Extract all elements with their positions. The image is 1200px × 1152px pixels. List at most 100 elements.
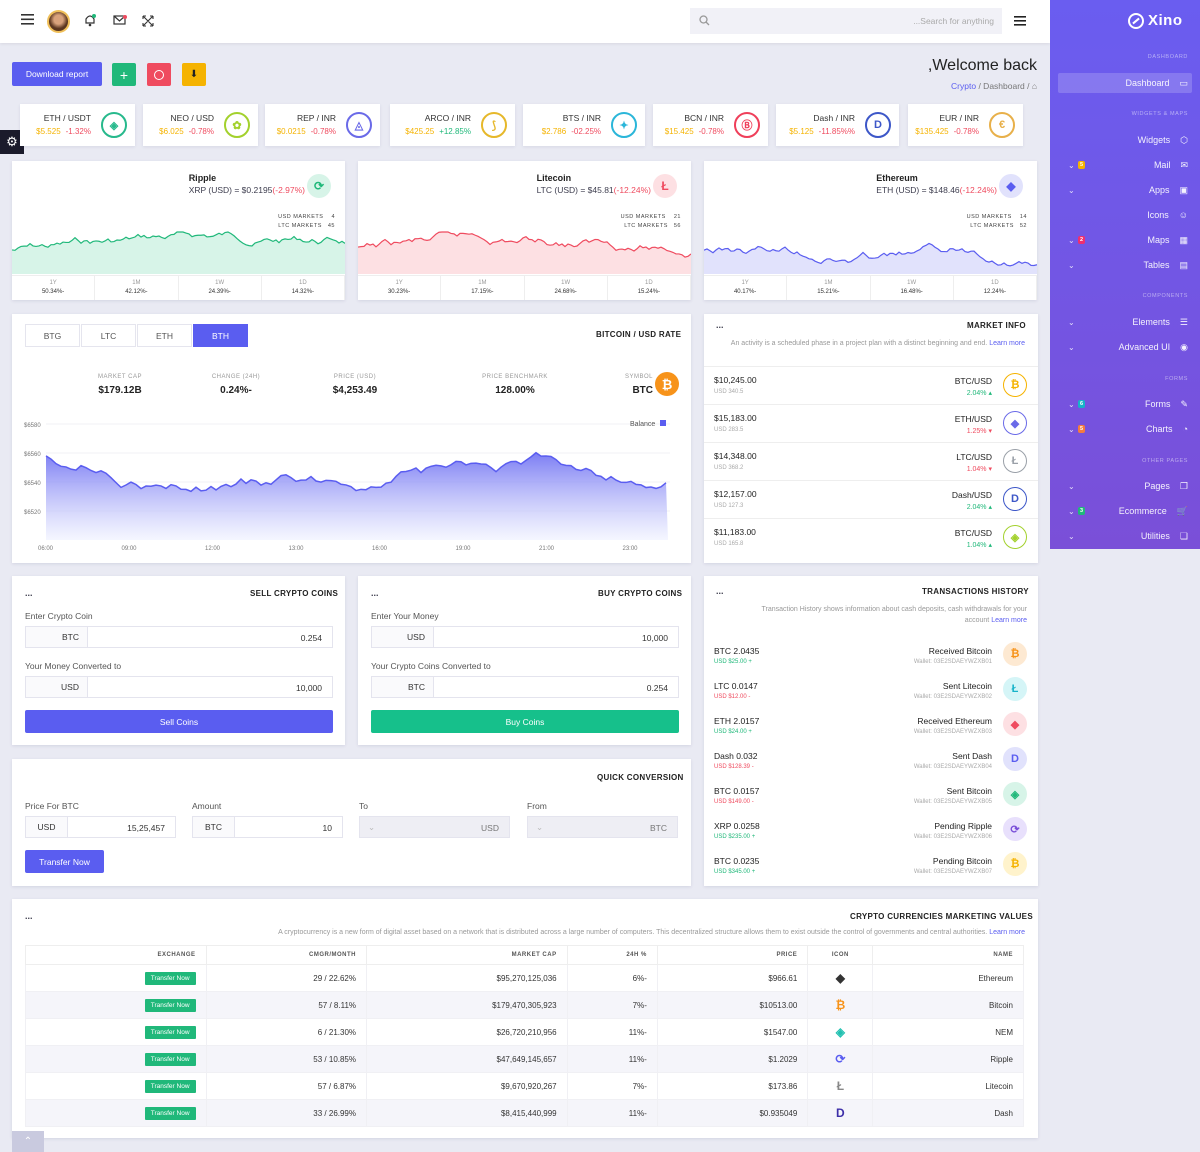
fullscreen-icon[interactable] [142,15,154,27]
ticker-card[interactable]: Dash / INR $5.125 -11.85%% D [776,104,899,146]
tab-eth[interactable]: ETH [137,324,192,347]
sell-menu[interactable]: ... [25,588,33,598]
market-row[interactable]: $11,183.00 USD 165.8 BTC/USD 1.04% ▴ ◈ [704,518,1038,556]
sidebar-item-advanced-ui[interactable]: ⌄ Advanced UI ◉ [1058,337,1192,357]
tab-bth[interactable]: BTH [193,324,248,347]
sidebar-item-tables[interactable]: ⌄ Tables ▤ [1058,255,1192,275]
transaction-row[interactable]: XRP 0.0258 USD $235.00 + Pending Ripple Wal… [704,815,1038,850]
buy-currency-select[interactable]: USD [372,627,434,647]
period-stat: 1Y 40.17%- [704,276,788,300]
transaction-row[interactable]: BTC 0.0157 USD $149.00 - Sent Bitcoin Walle… [704,780,1038,815]
to-select[interactable]: ⌄ USD [359,816,510,838]
avatar[interactable] [47,10,70,33]
sell-coins-button[interactable]: Sell Coins [25,710,333,733]
x-tick-label: 23:00 [623,546,639,552]
from-select[interactable]: ⌄ BTC [527,816,678,838]
bell-icon[interactable] [84,13,96,27]
transfer-now-button[interactable]: Transfer Now [144,1025,196,1039]
transaction-row[interactable]: ETH 2.0157 USD $24.00 + Received Ethereum W… [704,710,1038,745]
ticker-card[interactable]: NEO / USD $6.025 -0.78% ✿ [143,104,258,146]
transaction-row[interactable]: LTC 0.0147 USD $12.00 - Sent Litecoin Walle… [704,675,1038,710]
sidebar-item-elements[interactable]: ⌄ Elements ☰ [1058,312,1192,332]
ticker-values: $0.0215 -0.78% [277,127,336,136]
ticker-card[interactable]: ETH / USDT $5.525 -1.32% ◈ [20,104,135,146]
buy-converted-input[interactable]: BTC 0.254 [371,676,679,698]
sell-converted-input[interactable]: USD 10,000 [25,676,333,698]
ticker-card[interactable]: BCN / INR $15.425 -0.78% Ⓑ [653,104,768,146]
sidebar-item-pages[interactable]: ⌄ Pages ❐ [1058,476,1192,496]
sidebar-item-apps[interactable]: ⌄ Apps ▣ [1058,180,1192,200]
column-header: NAME [872,945,1024,965]
sell-coin-label: Enter Crypto Coin [25,611,93,621]
sidebar-item-icons[interactable]: Icons ☺ [1058,205,1192,225]
home-icon[interactable]: ⌂ [1031,81,1037,91]
sidebar-item-utilities[interactable]: ⌄ Utilities ❏ [1058,526,1192,546]
ticker-change: +12.85% [439,127,471,136]
learn-more-link[interactable]: Learn more [989,929,1025,936]
tab-btg[interactable]: BTG [25,324,80,347]
buy-money-input[interactable]: USD 10,000 [371,626,679,648]
usd-markets-value: 4 [331,214,335,220]
amount-input[interactable]: BTC 10 [192,816,343,838]
learn-more-link[interactable]: Learn more [989,340,1025,347]
sidebar-item-ecommerce[interactable]: ⌄ 3 Ecommerce 🛒 [1058,501,1192,521]
buy-menu[interactable]: ... [371,588,379,598]
transfer-now-button[interactable]: Transfer Now [144,971,196,985]
sidebar-item-widgets[interactable]: Widgets ⬡ [1058,130,1192,150]
market-cap-cell: $179,470,305,923 [366,991,568,1019]
download-button[interactable]: ⬇ [182,63,206,86]
market-row[interactable]: $10,245.00 USD 340.5 BTC/USD 2.04% ▴ ₿ [704,366,1038,404]
ticker-card[interactable]: EUR / INR $135.425 -0.78% € [908,104,1023,146]
change-cell: 6%- [566,964,658,992]
menu-icon[interactable] [21,14,34,25]
market-row[interactable]: $14,348.00 USD 368.2 LTC/USD 1.04% ▾ Ł [704,442,1038,480]
sidebar-item-forms[interactable]: ⌄ 6 Forms ✎ [1058,394,1192,414]
transaction-row[interactable]: BTC 0.0235 USD $345.00 + Pending Bitcoin Wa… [704,850,1038,885]
market-info-title: MARKET INFO [967,321,1026,330]
price-currency-select[interactable]: USD [26,817,68,837]
sidebar-item-charts[interactable]: ⌄ 5 Charts ◔ [1058,419,1192,439]
sidebar-item-label: Tables [1143,260,1170,270]
timer-button[interactable] [147,63,171,86]
market-pair: LTC/USD [956,452,992,462]
values-menu[interactable]: ... [25,911,33,921]
scroll-top-button[interactable]: ⌃ [12,1131,44,1152]
ticker-card[interactable]: BTS / INR $2.786 -02.25% ✦ [523,104,645,146]
ticker-card[interactable]: REP / INR $0.0215 -0.78% ◬ [265,104,380,146]
transactions-menu[interactable]: ... [716,586,724,596]
sidebar-item-dashboard[interactable]: Dashboard ▭ [1058,73,1192,93]
transfer-now-button[interactable]: Transfer Now [144,998,196,1012]
transfer-now-button[interactable]: Transfer Now [25,850,104,873]
menu-right-icon[interactable] [1014,16,1026,26]
sell-coin-select[interactable]: BTC [26,627,88,647]
bitcoin-rate-title: BITCOIN / USD RATE [596,330,682,339]
market-row[interactable]: $12,157.00 USD 127.3 Dash/USD 2.04% ▴ D [704,480,1038,518]
buy-coins-button[interactable]: Buy Coins [371,710,679,733]
transaction-row[interactable]: Dash 0.032 USD $128.39 - Sent Dash Wallet: … [704,745,1038,780]
download-report-button[interactable]: Download report [12,62,102,86]
tab-ltc[interactable]: LTC [81,324,136,347]
transfer-now-button[interactable]: Transfer Now [144,1106,196,1120]
brand-logo[interactable]: Xino [1128,12,1183,29]
sidebar-item-mail[interactable]: ⌄ 5 Mail ✉ [1058,155,1192,175]
market-row[interactable]: $15,183.00 USD 283.5 ETH/USD 1.25% ▾ ◆ [704,404,1038,442]
transfer-now-button[interactable]: Transfer Now [144,1052,196,1066]
sell-coin-input[interactable]: BTC 0.254 [25,626,333,648]
add-button[interactable]: + [112,63,136,86]
ticker-card[interactable]: ARCO / INR $425.25 +12.85% ⟆ [390,104,515,146]
amount-coin-select[interactable]: BTC [193,817,235,837]
transaction-row[interactable]: BTC 2.0435 USD $25.00 + Received Bitcoin Wa… [704,640,1038,675]
sell-currency-select[interactable]: USD [26,677,88,697]
price-cell: $966.61 [656,964,809,992]
learn-more-link[interactable]: Learn more [991,617,1027,624]
price-for-btc-input[interactable]: USD 15,25,457 [25,816,176,838]
search-input[interactable]: ...Search for anything [913,16,994,26]
buy-coin-select[interactable]: BTC [372,677,434,697]
breadcrumb-dashboard[interactable]: / Dashboard / [978,81,1030,91]
sidebar-item-maps[interactable]: ⌄ 2 Maps ▦ [1058,230,1192,250]
market-info-menu[interactable]: ... [716,320,724,330]
transfer-now-button[interactable]: Transfer Now [144,1079,196,1093]
mail-icon[interactable] [113,14,127,26]
breadcrumb-crypto[interactable]: Crypto [951,81,977,91]
search-box[interactable]: ...Search for anything [690,8,1002,34]
